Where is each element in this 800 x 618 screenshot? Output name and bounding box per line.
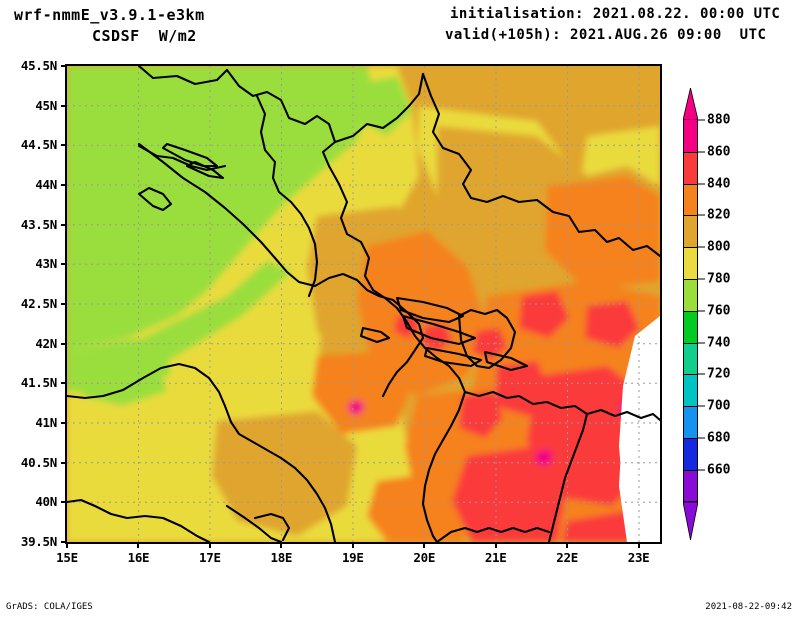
lat-axis-label: 44N <box>35 177 57 192</box>
model-title: wrf-nmmE_v3.9.1-e3km <box>14 6 205 24</box>
lat-axis-label: 43N <box>35 256 57 272</box>
lat-axis-label: 42N <box>35 335 57 351</box>
colorbar-level-label: 760 <box>707 303 731 319</box>
colorbar-level-label: 780 <box>707 271 731 287</box>
lon-axis-label: 17E <box>199 550 221 565</box>
lon-axis-label: 15E <box>56 550 78 565</box>
lon-axis-label: 19E <box>341 550 364 565</box>
lon-axis-label: 16E <box>127 550 150 565</box>
lon-tick <box>566 542 569 548</box>
lon-tick <box>280 542 283 548</box>
colorbar-band <box>683 183 698 216</box>
colorbar-tick <box>698 437 705 439</box>
lat-tick <box>61 541 67 543</box>
lon-tick <box>494 542 497 548</box>
colorbar-level-label: 660 <box>707 462 731 478</box>
colorbar-under-arrow <box>683 501 698 540</box>
lat-axis-label: 40.5N <box>20 454 57 470</box>
colorbar: 880 860 840 820 800 780 760 740 720 700 680 660 <box>683 88 793 540</box>
lat-tick <box>61 104 67 107</box>
lon-axis-label: 21E <box>484 550 507 565</box>
colorbar-tick <box>698 310 705 312</box>
colorbar-level-label: 720 <box>707 366 731 382</box>
colorbar-band <box>683 278 698 311</box>
lat-axis-label: 41N <box>35 415 57 430</box>
colorbar-level-label: 820 <box>707 207 731 223</box>
colorbar-band <box>683 247 698 279</box>
lon-tick <box>423 542 426 548</box>
lat-axis-label: 45N <box>35 97 57 113</box>
colorbar-level-label: 840 <box>707 176 731 192</box>
colorbar-tick <box>698 405 705 407</box>
lat-tick <box>61 382 67 385</box>
lon-axis-label: 18E <box>270 550 293 565</box>
colorbar-level-label: 700 <box>707 398 731 414</box>
csdsf-heatmap-canvas <box>67 66 660 542</box>
colorbar-band <box>683 215 698 248</box>
lat-tick <box>61 184 67 186</box>
colorbar-level-label: 800 <box>707 239 731 255</box>
lon-axis-label: 23E <box>627 550 650 565</box>
colorbar-tick <box>698 246 705 248</box>
colorbar-level-label: 680 <box>707 430 731 446</box>
footer-timestamp: 2021-08-22-09:42 <box>705 602 792 612</box>
colorbar-band <box>683 120 698 152</box>
lat-tick <box>61 65 67 67</box>
colorbar-band <box>683 374 698 407</box>
colorbar-tick <box>698 278 705 280</box>
colorbar-over-arrow <box>683 88 698 120</box>
lat-tick <box>61 303 67 305</box>
lon-tick <box>66 542 68 548</box>
lat-axis-label: 40N <box>35 494 57 510</box>
lon-tick <box>351 542 354 548</box>
valid-time: valid(+105h): 2021.AUG.26 09:00 UTC <box>445 27 767 43</box>
lon-tick <box>137 542 140 548</box>
lat-tick <box>61 422 67 424</box>
colorbar-tick <box>698 373 705 375</box>
colorbar-tick <box>698 119 705 121</box>
lon-axis-label: 20E <box>413 550 436 565</box>
lat-axis-label: 39.5N <box>20 534 57 549</box>
lat-tick <box>61 461 67 464</box>
map-plot-area <box>65 64 662 544</box>
lat-axis-label: 41.5N <box>20 375 57 391</box>
colorbar-level-label: 740 <box>707 335 731 351</box>
lat-axis-label: 45.5N <box>20 58 57 73</box>
colorbar-band <box>683 151 698 184</box>
colorbar-level-label: 880 <box>707 112 731 128</box>
colorbar-bands <box>683 120 698 502</box>
colorbar-tick <box>698 342 705 344</box>
colorbar-band <box>683 342 698 375</box>
colorbar-band <box>683 310 698 343</box>
lat-tick <box>61 501 67 504</box>
colorbar-tick <box>698 214 705 216</box>
lat-tick <box>61 223 67 226</box>
lon-axis-label: 22E <box>556 550 578 565</box>
lon-tick <box>637 542 640 548</box>
lat-axis-label: 43.5N <box>20 216 57 232</box>
colorbar-band <box>683 406 698 438</box>
lat-axis-label: 44.5N <box>20 137 57 153</box>
colorbar-band <box>683 469 698 502</box>
initialisation-time: initialisation: 2021.08.22. 00:00 UTC <box>450 6 781 22</box>
lon-tick <box>208 542 211 548</box>
lat-tick <box>61 263 67 266</box>
footer-credit: GrADS: COLA/IGES <box>6 602 93 612</box>
colorbar-tick <box>698 183 705 185</box>
colorbar-tick <box>698 469 705 471</box>
lat-tick <box>61 342 67 345</box>
colorbar-tick <box>698 151 705 153</box>
variable-title: CSDSF W/m2 <box>92 27 197 45</box>
colorbar-level-label: 860 <box>707 144 731 160</box>
lat-axis-label: 42.5N <box>20 296 57 311</box>
lat-tick <box>61 144 67 147</box>
colorbar-band <box>683 437 698 470</box>
